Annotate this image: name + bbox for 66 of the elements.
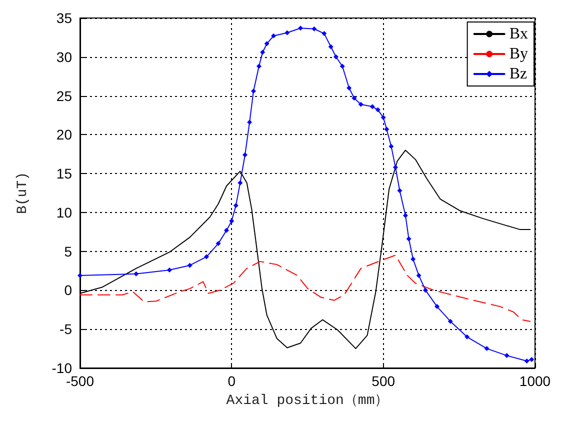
x-tick-label: -500 [66,373,94,389]
y-tick-label: 10 [56,204,72,220]
point [334,54,339,60]
point [187,262,192,268]
point [434,304,440,310]
point [402,213,408,218]
point [384,126,390,132]
point [298,26,304,31]
point [375,107,380,112]
point [464,334,470,340]
y-tick-label: -10 [52,360,72,376]
x-tick-label: 500 [372,373,396,389]
point [529,356,534,362]
point [410,256,416,262]
x-tick-label: 1000 [519,373,551,389]
point [370,104,375,110]
point [524,358,530,364]
point [271,33,276,38]
point [328,44,334,50]
y-tick-label: 20 [56,126,72,143]
point [204,254,209,260]
point [238,180,243,186]
point [216,241,221,246]
point [242,152,248,158]
point [312,26,317,32]
point [422,288,428,293]
point [416,272,422,278]
y-tick-label: 30 [56,48,72,65]
point [448,318,453,324]
point [406,236,412,242]
point [256,64,262,69]
y-axis-title: B(uT) [15,172,31,214]
point [260,50,266,55]
point [233,202,238,208]
y-tick-label: 0 [64,282,72,298]
point [352,96,357,101]
point [484,346,490,352]
point [388,144,394,149]
point [78,272,82,278]
y-tick-label: 35 [56,10,72,26]
point [247,120,252,125]
point [224,228,230,233]
x-tick-label: 0 [228,373,236,389]
point [358,102,364,107]
point [322,31,327,36]
y-tick-label: -5 [60,321,72,338]
point [251,88,256,94]
y-tick-label: 15 [56,166,72,182]
line-series [80,254,531,322]
point [134,271,139,276]
point [346,86,352,90]
legend-label: Bz [509,66,528,82]
legend-label: By [509,46,528,62]
point [284,30,290,36]
point [392,164,398,170]
legend-label: Bx [509,26,528,42]
point [504,353,510,358]
point [340,64,345,69]
y-tick-label: 25 [56,88,72,104]
y-tick-label: 5 [64,243,72,260]
point [229,218,234,224]
point [397,188,402,194]
point [264,41,270,46]
point [380,115,386,120]
x-axis-title: Axial position（mm） [226,393,389,409]
point [166,268,172,272]
